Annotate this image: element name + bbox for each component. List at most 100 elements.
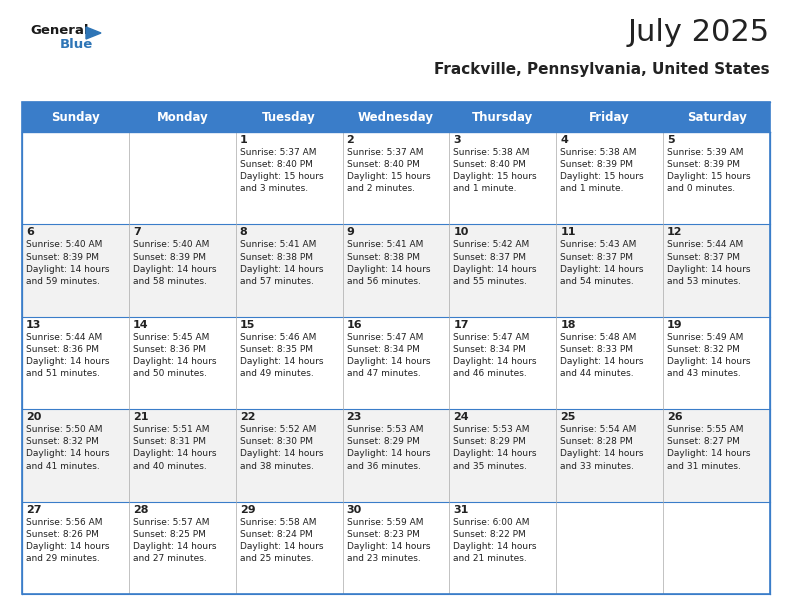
Bar: [129, 132, 236, 225]
Bar: [22, 317, 129, 409]
Text: 22: 22: [240, 412, 255, 422]
Text: 10: 10: [454, 228, 469, 237]
Bar: [129, 102, 236, 132]
Text: Sunrise: 5:52 AM
Sunset: 8:30 PM
Daylight: 14 hours
and 38 minutes.: Sunrise: 5:52 AM Sunset: 8:30 PM Dayligh…: [240, 425, 323, 471]
Text: 20: 20: [26, 412, 41, 422]
Text: Sunrise: 5:45 AM
Sunset: 8:36 PM
Daylight: 14 hours
and 50 minutes.: Sunrise: 5:45 AM Sunset: 8:36 PM Dayligh…: [133, 333, 216, 378]
Bar: [343, 502, 449, 594]
Bar: [449, 132, 556, 225]
Bar: [449, 225, 556, 317]
Text: Sunrise: 5:40 AM
Sunset: 8:39 PM
Daylight: 14 hours
and 58 minutes.: Sunrise: 5:40 AM Sunset: 8:39 PM Dayligh…: [133, 241, 216, 286]
Bar: [449, 102, 556, 132]
Text: 7: 7: [133, 228, 141, 237]
Bar: [663, 225, 770, 317]
Bar: [556, 132, 663, 225]
Text: 8: 8: [240, 228, 247, 237]
Bar: [22, 409, 129, 502]
Text: 12: 12: [667, 228, 683, 237]
Bar: [236, 132, 343, 225]
Text: Saturday: Saturday: [687, 111, 747, 124]
Bar: [556, 409, 663, 502]
Text: Sunrise: 5:57 AM
Sunset: 8:25 PM
Daylight: 14 hours
and 27 minutes.: Sunrise: 5:57 AM Sunset: 8:25 PM Dayligh…: [133, 518, 216, 563]
Text: 31: 31: [454, 505, 469, 515]
Text: Sunrise: 5:59 AM
Sunset: 8:23 PM
Daylight: 14 hours
and 23 minutes.: Sunrise: 5:59 AM Sunset: 8:23 PM Dayligh…: [347, 518, 430, 563]
Text: 17: 17: [454, 320, 469, 330]
Text: 24: 24: [454, 412, 469, 422]
Text: Sunrise: 5:48 AM
Sunset: 8:33 PM
Daylight: 14 hours
and 44 minutes.: Sunrise: 5:48 AM Sunset: 8:33 PM Dayligh…: [560, 333, 644, 378]
Text: Sunrise: 5:47 AM
Sunset: 8:34 PM
Daylight: 14 hours
and 47 minutes.: Sunrise: 5:47 AM Sunset: 8:34 PM Dayligh…: [347, 333, 430, 378]
Text: 3: 3: [454, 135, 461, 145]
Text: Sunrise: 5:41 AM
Sunset: 8:38 PM
Daylight: 14 hours
and 57 minutes.: Sunrise: 5:41 AM Sunset: 8:38 PM Dayligh…: [240, 241, 323, 286]
Text: 6: 6: [26, 228, 34, 237]
Text: Sunrise: 5:55 AM
Sunset: 8:27 PM
Daylight: 14 hours
and 31 minutes.: Sunrise: 5:55 AM Sunset: 8:27 PM Dayligh…: [667, 425, 751, 471]
Bar: [343, 132, 449, 225]
Bar: [129, 409, 236, 502]
Text: Sunrise: 5:54 AM
Sunset: 8:28 PM
Daylight: 14 hours
and 33 minutes.: Sunrise: 5:54 AM Sunset: 8:28 PM Dayligh…: [560, 425, 644, 471]
Text: Sunrise: 5:42 AM
Sunset: 8:37 PM
Daylight: 14 hours
and 55 minutes.: Sunrise: 5:42 AM Sunset: 8:37 PM Dayligh…: [454, 241, 537, 286]
Text: 9: 9: [347, 228, 355, 237]
Text: 23: 23: [347, 412, 362, 422]
Bar: [129, 502, 236, 594]
Text: Sunrise: 5:38 AM
Sunset: 8:39 PM
Daylight: 15 hours
and 1 minute.: Sunrise: 5:38 AM Sunset: 8:39 PM Dayligh…: [560, 148, 644, 193]
Text: 28: 28: [133, 505, 148, 515]
Bar: [556, 317, 663, 409]
Bar: [449, 502, 556, 594]
Bar: [663, 102, 770, 132]
Text: Frackville, Pennsylvania, United States: Frackville, Pennsylvania, United States: [434, 62, 770, 77]
Text: Sunrise: 5:51 AM
Sunset: 8:31 PM
Daylight: 14 hours
and 40 minutes.: Sunrise: 5:51 AM Sunset: 8:31 PM Dayligh…: [133, 425, 216, 471]
Bar: [22, 225, 129, 317]
Bar: [22, 102, 129, 132]
Text: Sunrise: 5:43 AM
Sunset: 8:37 PM
Daylight: 14 hours
and 54 minutes.: Sunrise: 5:43 AM Sunset: 8:37 PM Dayligh…: [560, 241, 644, 286]
Text: 15: 15: [240, 320, 255, 330]
Bar: [236, 317, 343, 409]
Text: 4: 4: [560, 135, 568, 145]
Bar: [556, 225, 663, 317]
Text: Sunrise: 5:38 AM
Sunset: 8:40 PM
Daylight: 15 hours
and 1 minute.: Sunrise: 5:38 AM Sunset: 8:40 PM Dayligh…: [454, 148, 537, 193]
Bar: [663, 317, 770, 409]
Text: Sunrise: 5:47 AM
Sunset: 8:34 PM
Daylight: 14 hours
and 46 minutes.: Sunrise: 5:47 AM Sunset: 8:34 PM Dayligh…: [454, 333, 537, 378]
Text: Monday: Monday: [156, 111, 208, 124]
Bar: [556, 502, 663, 594]
Text: Sunrise: 5:53 AM
Sunset: 8:29 PM
Daylight: 14 hours
and 36 minutes.: Sunrise: 5:53 AM Sunset: 8:29 PM Dayligh…: [347, 425, 430, 471]
Bar: [343, 225, 449, 317]
Text: Sunrise: 5:41 AM
Sunset: 8:38 PM
Daylight: 14 hours
and 56 minutes.: Sunrise: 5:41 AM Sunset: 8:38 PM Dayligh…: [347, 241, 430, 286]
Bar: [556, 102, 663, 132]
Text: 19: 19: [667, 320, 683, 330]
Text: 25: 25: [560, 412, 576, 422]
Bar: [22, 132, 129, 225]
Bar: [22, 502, 129, 594]
Text: 16: 16: [347, 320, 362, 330]
Bar: [236, 502, 343, 594]
Text: 2: 2: [347, 135, 354, 145]
Text: Sunrise: 5:58 AM
Sunset: 8:24 PM
Daylight: 14 hours
and 25 minutes.: Sunrise: 5:58 AM Sunset: 8:24 PM Dayligh…: [240, 518, 323, 563]
Text: 27: 27: [26, 505, 41, 515]
Text: 13: 13: [26, 320, 41, 330]
Bar: [449, 317, 556, 409]
Text: 14: 14: [133, 320, 148, 330]
Text: Sunrise: 5:46 AM
Sunset: 8:35 PM
Daylight: 14 hours
and 49 minutes.: Sunrise: 5:46 AM Sunset: 8:35 PM Dayligh…: [240, 333, 323, 378]
Text: Sunday: Sunday: [51, 111, 100, 124]
Text: July 2025: July 2025: [628, 18, 770, 47]
Bar: [129, 317, 236, 409]
Text: 30: 30: [347, 505, 362, 515]
Text: Friday: Friday: [589, 111, 630, 124]
Text: Blue: Blue: [60, 38, 93, 51]
Text: 1: 1: [240, 135, 247, 145]
Text: Thursday: Thursday: [472, 111, 534, 124]
Text: General: General: [30, 24, 89, 37]
Bar: [236, 225, 343, 317]
Text: 11: 11: [560, 228, 576, 237]
Bar: [236, 102, 343, 132]
Text: Sunrise: 5:44 AM
Sunset: 8:36 PM
Daylight: 14 hours
and 51 minutes.: Sunrise: 5:44 AM Sunset: 8:36 PM Dayligh…: [26, 333, 109, 378]
Text: Sunrise: 5:37 AM
Sunset: 8:40 PM
Daylight: 15 hours
and 2 minutes.: Sunrise: 5:37 AM Sunset: 8:40 PM Dayligh…: [347, 148, 430, 193]
Text: Sunrise: 6:00 AM
Sunset: 8:22 PM
Daylight: 14 hours
and 21 minutes.: Sunrise: 6:00 AM Sunset: 8:22 PM Dayligh…: [454, 518, 537, 563]
Text: Sunrise: 5:44 AM
Sunset: 8:37 PM
Daylight: 14 hours
and 53 minutes.: Sunrise: 5:44 AM Sunset: 8:37 PM Dayligh…: [667, 241, 751, 286]
Bar: [236, 409, 343, 502]
Text: 21: 21: [133, 412, 148, 422]
Bar: [343, 317, 449, 409]
Bar: [129, 225, 236, 317]
Text: Wednesday: Wednesday: [358, 111, 434, 124]
Bar: [663, 502, 770, 594]
Bar: [343, 102, 449, 132]
Text: 18: 18: [560, 320, 576, 330]
